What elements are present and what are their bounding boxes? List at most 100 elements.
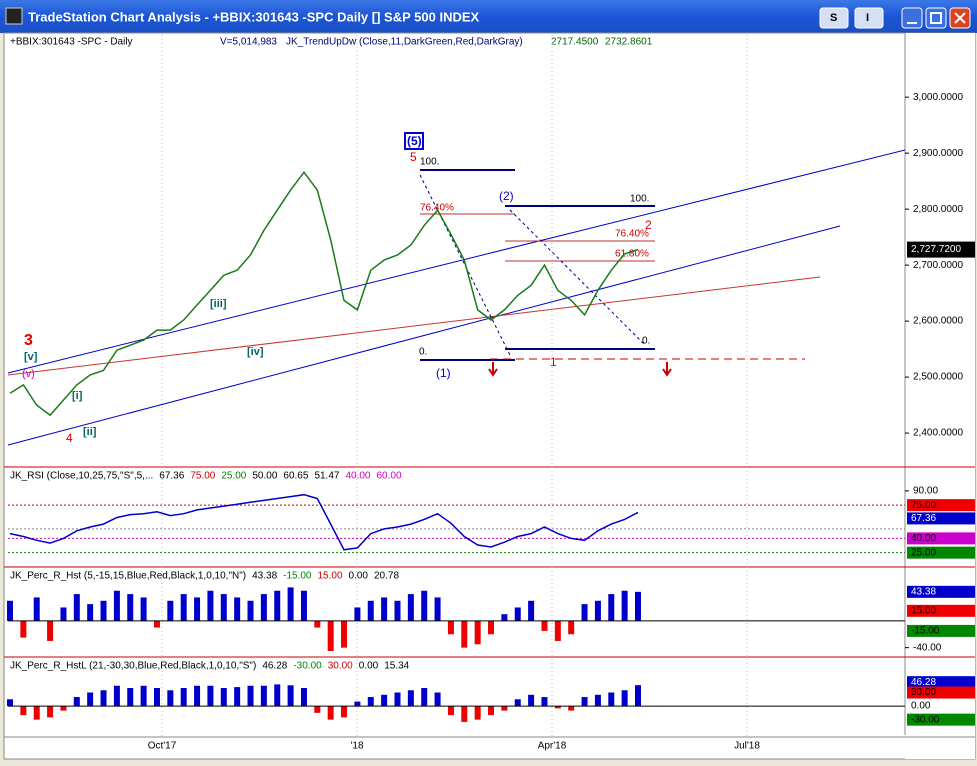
fib-diagonal — [509, 209, 646, 346]
y-tick-label: 3,000.0000 — [913, 92, 963, 103]
histogram-bar — [300, 590, 307, 621]
histogram-bar — [247, 685, 254, 707]
histogram-bar — [594, 694, 601, 707]
histogram-bar — [461, 620, 468, 648]
fib-label: 76.40% — [420, 203, 454, 214]
histogram-bar — [314, 706, 321, 713]
histogram-bar — [140, 685, 147, 707]
value-tag-label: 43.38 — [911, 586, 936, 597]
histogram-bar — [180, 688, 187, 707]
pane-header-value: 67.36 — [159, 471, 184, 482]
wave-label: [ii] — [83, 426, 97, 438]
histogram-bar — [434, 597, 441, 621]
y-tick-label: 2,400.0000 — [913, 428, 963, 439]
pane-header-value: 50.00 — [252, 471, 277, 482]
volume-label: V=5,014,983 — [220, 37, 277, 48]
histogram-bar — [568, 620, 575, 635]
pane-header-value: 60.65 — [283, 471, 308, 482]
wave-label: [iv] — [247, 346, 264, 358]
histogram-bar — [260, 685, 267, 707]
i-button-label[interactable]: I — [866, 12, 869, 24]
study-value: 2732.8601 — [605, 37, 653, 48]
pane-header-value: 0.00 — [349, 571, 369, 582]
histogram-bar — [474, 706, 481, 720]
histogram-bar — [73, 697, 80, 707]
wave-box — [404, 132, 424, 150]
histogram-bar — [314, 620, 321, 628]
wave-label: 3 — [24, 332, 33, 349]
histogram-bar — [87, 604, 94, 621]
i-button[interactable] — [854, 7, 884, 29]
last-price-tag — [907, 241, 975, 258]
pane-header-value: 75.00 — [190, 471, 215, 482]
pane-header-value: 15.34 — [384, 661, 409, 672]
histogram-bar — [434, 692, 441, 707]
value-tag — [907, 546, 975, 559]
wave-label: 5 — [410, 150, 417, 164]
title-bar — [0, 0, 977, 33]
histogram-bar — [474, 620, 481, 645]
histogram-bar — [127, 594, 134, 621]
histogram-bar — [207, 685, 214, 707]
fib-label: 76.40% — [615, 229, 649, 240]
histogram-bar — [207, 590, 214, 621]
minimize-button[interactable] — [901, 7, 923, 29]
y-tick-label: 2,600.0000 — [913, 316, 963, 327]
fib-label: 100. — [630, 194, 649, 205]
histogram-bar — [541, 620, 548, 631]
histogram-bar — [60, 706, 67, 711]
window-title: TradeStation Chart Analysis - +BBIX:3016… — [28, 9, 480, 24]
symbol-label: +BBIX:301643 -SPC - Daily — [10, 37, 133, 48]
histogram-bar — [394, 600, 401, 621]
histogram-bar — [541, 697, 548, 707]
histogram-bar — [140, 597, 147, 621]
histogram-bar — [113, 590, 120, 621]
histogram-bar — [194, 597, 201, 621]
study-value: 2717.4500 — [551, 37, 599, 48]
histogram-bar — [568, 706, 575, 711]
histogram-bar — [354, 701, 361, 707]
histogram-bar — [167, 690, 174, 707]
right-axis-area — [905, 33, 975, 759]
x-axis-label: Oct'17 — [148, 741, 177, 752]
histogram-bar — [60, 607, 67, 621]
value-tag-label: 75.00 — [911, 500, 936, 511]
histogram-bar — [327, 706, 334, 720]
value-tag-label: 46.28 — [911, 677, 936, 688]
histogram-bar — [407, 594, 414, 621]
y-tick-label: 2,700.0000 — [913, 260, 963, 271]
pane-header-value: 25.00 — [221, 471, 246, 482]
histogram-bar — [514, 699, 521, 707]
fib-label: 0. — [642, 336, 650, 347]
histogram-bar — [635, 591, 641, 621]
pane-header-value: 40.00 — [345, 471, 370, 482]
histogram-bar — [608, 594, 615, 621]
histogram-bar — [581, 697, 588, 707]
histogram-bar — [528, 600, 535, 621]
value-tag-label: 40.00 — [911, 533, 936, 544]
pane-header-value: 0.00 — [359, 661, 379, 672]
s-button-label[interactable]: S — [830, 12, 837, 24]
histogram-bar — [461, 706, 468, 722]
s-button[interactable] — [819, 7, 849, 29]
histogram-bar — [274, 590, 281, 621]
maximize-button[interactable] — [925, 7, 947, 29]
wave-label: 1 — [550, 355, 557, 369]
histogram-bar — [7, 699, 13, 707]
histogram-bar — [327, 620, 334, 651]
histogram-bar — [528, 694, 535, 707]
histogram-bar — [367, 697, 374, 707]
x-axis-label: Apr'18 — [538, 741, 567, 752]
value-tag-label: 0.00 — [911, 701, 931, 712]
channel-lower — [7, 225, 841, 446]
histogram-bar — [581, 604, 588, 621]
y-tick-label: 2,800.0000 — [913, 204, 963, 215]
wave-label: 2 — [645, 218, 652, 232]
wave-label: (v) — [22, 368, 35, 380]
value-tag — [907, 676, 975, 689]
histogram-bar — [194, 685, 201, 707]
histogram-bar — [153, 620, 160, 628]
value-tag-label: -30.00 — [911, 714, 940, 725]
pane-header: JK_Perc_R_Hst (5,-15,15,Blue,Red,Black,1… — [10, 571, 246, 582]
